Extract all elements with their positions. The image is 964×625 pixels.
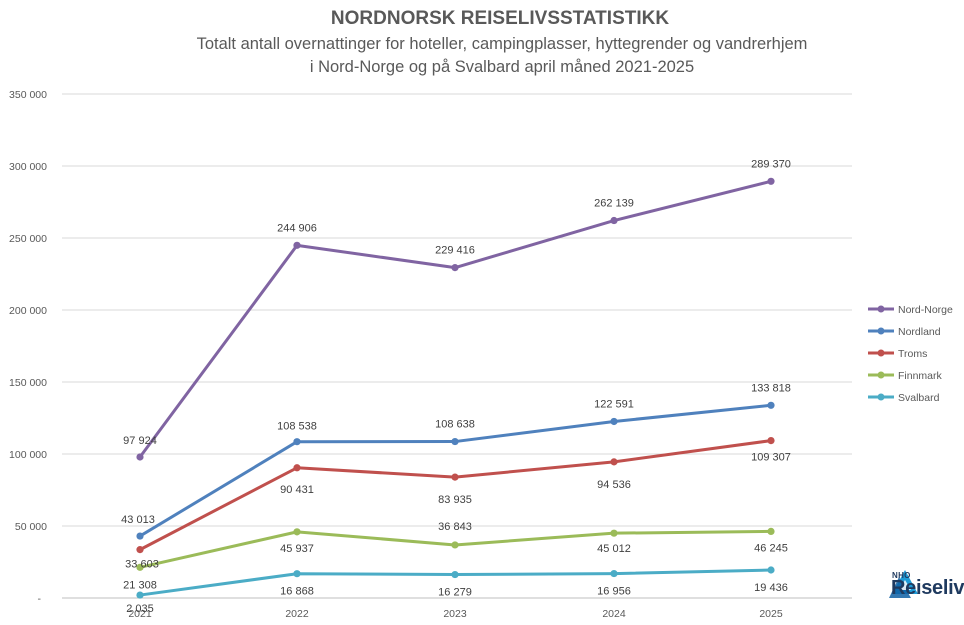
data-label: 2 035 [126, 603, 154, 615]
data-label: 94 536 [597, 479, 631, 491]
x-tick-label: 2025 [759, 608, 783, 620]
data-label: 83 935 [438, 494, 472, 506]
axes: - 50 000 100 000 150 000 200 000 250 000 300 0… [9, 89, 783, 620]
data-point [136, 532, 144, 540]
data-label: 46 245 [754, 542, 788, 554]
logo-main-text: Reiseliv [891, 577, 964, 599]
data-label: 16 279 [438, 587, 472, 599]
data-point [293, 438, 301, 446]
legend-label: Nord-Norge [898, 304, 953, 316]
data-point [293, 241, 301, 249]
data-label: 45 012 [597, 543, 631, 555]
x-tick-label: 2021 [128, 608, 152, 620]
data-point [451, 473, 459, 481]
data-label: 122 591 [594, 398, 634, 410]
y-tick-label: - [38, 593, 42, 605]
y-tick-label: 150 000 [9, 377, 47, 389]
legend-marker [877, 371, 885, 379]
logo-sub-text: NHO [892, 571, 911, 580]
data-label: 36 843 [438, 521, 472, 533]
data-point [610, 569, 618, 578]
data-point [767, 436, 775, 445]
y-tick-label: 300 000 [9, 161, 47, 173]
data-point [767, 527, 775, 536]
legend-marker [877, 327, 885, 335]
data-label: 33 603 [125, 559, 159, 571]
y-tick-label: 50 000 [15, 521, 47, 533]
data-label: 16 868 [280, 586, 314, 598]
series-line-finnmark [139, 529, 772, 569]
data-point [767, 401, 775, 409]
data-point [451, 437, 459, 446]
data-point [767, 177, 775, 185]
legend-label: Finnmark [898, 370, 943, 382]
data-point [451, 264, 459, 272]
data-point [293, 570, 301, 578]
data-label: 289 370 [751, 158, 791, 170]
data-point [610, 529, 618, 537]
data-label: 244 906 [277, 222, 317, 234]
data-point [136, 591, 144, 599]
data-point [293, 464, 301, 472]
data-label: 19 436 [754, 582, 788, 594]
y-tick-label: 200 000 [9, 305, 47, 317]
data-point [136, 453, 144, 461]
gridlines [62, 93, 852, 599]
x-tick-label: 2022 [285, 608, 309, 620]
data-point [293, 528, 301, 536]
x-tick-label: 2023 [443, 608, 467, 620]
y-tick-label: 250 000 [9, 233, 47, 245]
data-label: 108 638 [435, 419, 475, 431]
data-label: 133 818 [751, 382, 791, 394]
data-label: 21 308 [123, 579, 157, 591]
data-label: 262 139 [594, 198, 634, 210]
data-label: 90 431 [280, 484, 314, 496]
legend-label: Svalbard [898, 392, 940, 404]
data-point [767, 566, 775, 574]
chart-subtitle-line-2: i Nord-Norge og på Svalbard april måned … [310, 58, 694, 76]
data-label: 45 937 [280, 543, 314, 555]
data-point [451, 541, 459, 549]
data-labels: 97 924 244 906 229 416 262 139 289 370 43 013… [121, 158, 791, 615]
legend-marker [877, 305, 885, 313]
y-tick-label: 100 000 [9, 449, 47, 461]
data-label: 108 538 [277, 421, 317, 433]
data-label: 43 013 [121, 514, 155, 526]
legend-label: Troms [898, 348, 927, 360]
data-label: 16 956 [597, 586, 631, 598]
data-point [451, 570, 459, 579]
y-tick-label: 350 000 [9, 89, 47, 101]
data-point [136, 563, 144, 571]
legend-marker [877, 393, 885, 401]
legend-marker [877, 349, 885, 357]
data-label: 97 924 [123, 435, 157, 447]
data-point [610, 216, 618, 225]
data-label: 109 307 [751, 452, 791, 464]
data-point [610, 417, 618, 426]
legend-label: Nordland [898, 326, 941, 338]
legend: Nord-Norge Nordland Troms Finnmark Svalbard [868, 304, 953, 404]
chart-subtitle-line-1: Totalt antall overnattinger for hoteller… [197, 35, 808, 53]
series-lines [136, 177, 775, 599]
chart-title: NORDNORSK REISELIVSSTATISTIKK [331, 8, 669, 29]
nho-logo-icon [889, 570, 918, 598]
data-point [136, 546, 144, 554]
data-point [610, 458, 618, 466]
data-label: 229 416 [435, 245, 475, 257]
x-tick-label: 2024 [602, 608, 626, 620]
